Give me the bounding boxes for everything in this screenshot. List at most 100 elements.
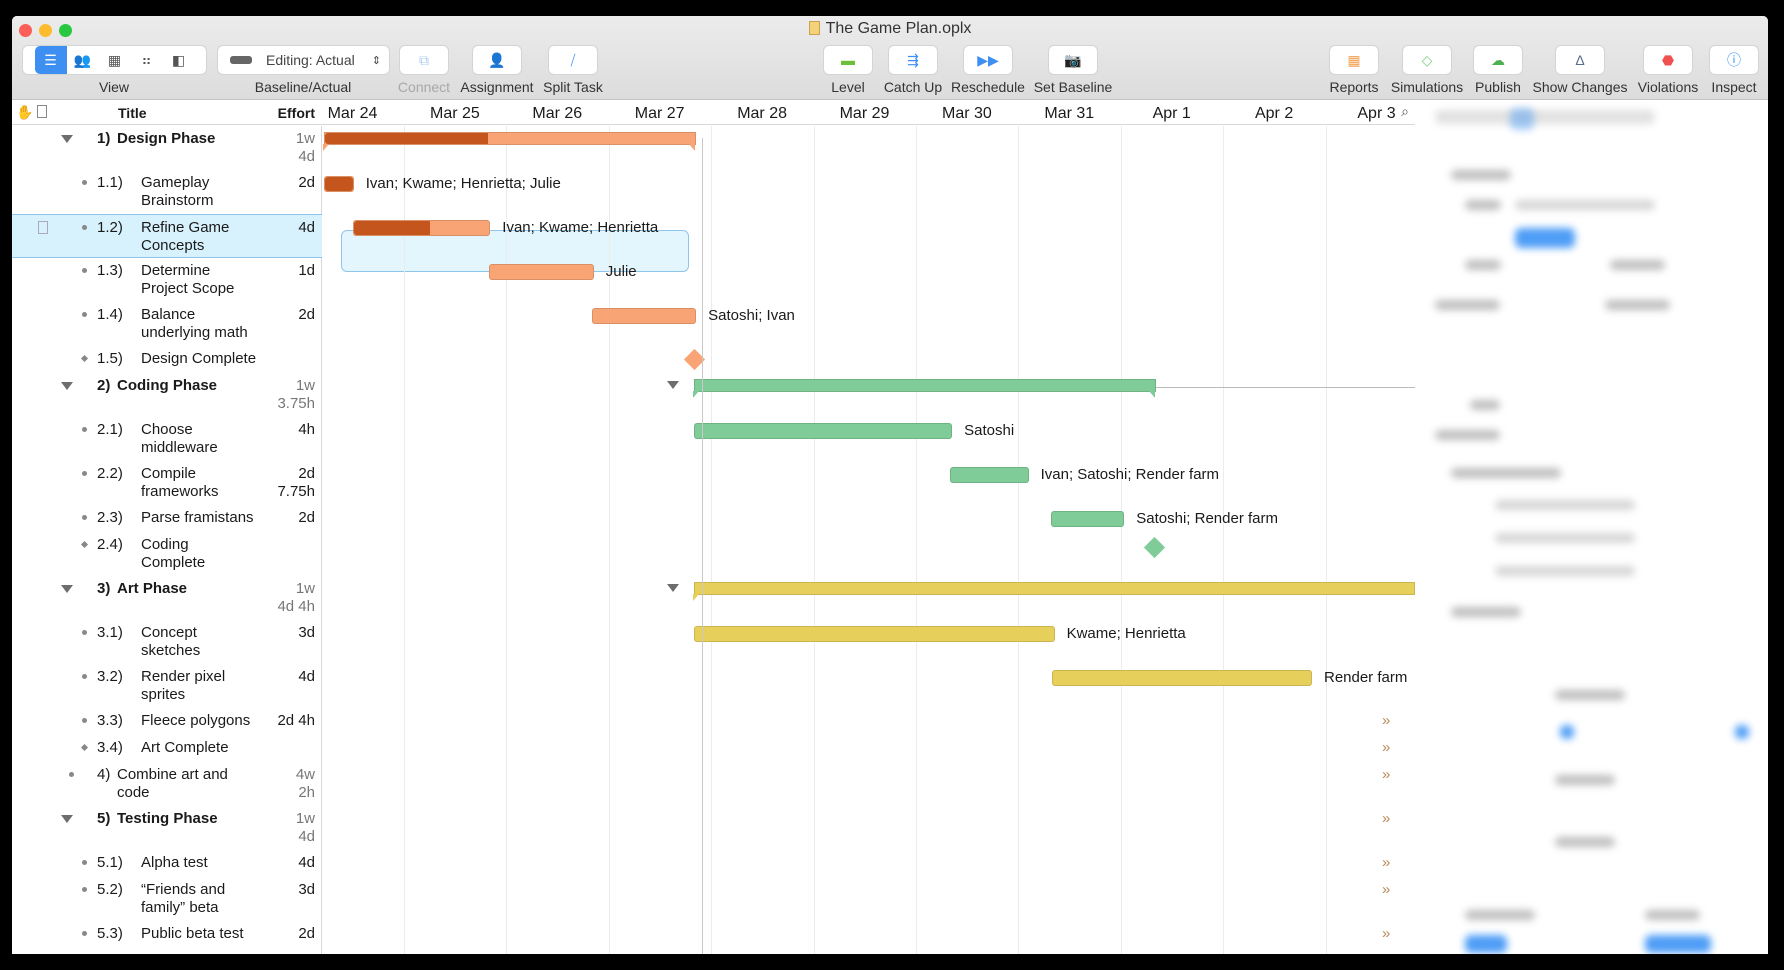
task-effort[interactable]: 1w 4d 4h xyxy=(277,580,315,615)
task-effort[interactable]: 2d xyxy=(298,925,315,942)
task-effort[interactable]: 2d xyxy=(298,174,315,191)
task-title[interactable]: “Friends and family” beta xyxy=(141,881,226,916)
reports-button[interactable]: ▦ xyxy=(1330,46,1378,74)
task-bar[interactable] xyxy=(352,220,491,236)
close-button[interactable] xyxy=(19,24,32,37)
task-title[interactable]: Concept sketches xyxy=(141,624,201,659)
split-task-button[interactable]: ⧸ xyxy=(549,46,597,74)
summary-bar[interactable] xyxy=(694,582,1415,595)
summary-bar[interactable] xyxy=(324,132,697,145)
task-title[interactable]: Design Phase xyxy=(117,130,216,147)
view-switcher[interactable]: ☰ 👥 ▦ ⠶ ◧ xyxy=(23,46,206,74)
task-row[interactable]: 2.1) Choose middleware 4h xyxy=(12,417,322,461)
milestone-diamond[interactable] xyxy=(1143,536,1165,559)
task-row[interactable]: 2.2) Compile frameworks 2d 7.75h xyxy=(12,461,322,505)
offscreen-indicator-icon[interactable]: » xyxy=(1382,810,1391,827)
assignment-button[interactable]: 👤 xyxy=(473,46,521,74)
disclosure-triangle-icon[interactable] xyxy=(61,135,73,143)
task-effort[interactable]: 2d xyxy=(298,306,315,323)
task-title[interactable]: Parse framistans xyxy=(141,509,254,526)
disclosure-triangle-icon[interactable] xyxy=(61,585,73,593)
publish-button[interactable]: ☁ xyxy=(1474,46,1522,74)
task-effort[interactable]: 2d 7.75h xyxy=(277,465,315,500)
task-row[interactable]: 2.4) Coding Complete xyxy=(12,532,322,576)
task-row[interactable]: 2.3) Parse framistans 2d xyxy=(12,505,322,532)
disclosure-triangle-icon[interactable] xyxy=(61,815,73,823)
task-bar[interactable] xyxy=(1052,670,1312,686)
task-row[interactable]: 5.1) Alpha test 4d xyxy=(12,850,322,877)
effort-column-header[interactable]: Effort xyxy=(277,105,315,121)
task-title[interactable]: Balance underlying math xyxy=(141,306,248,341)
offscreen-indicator-icon[interactable]: » xyxy=(1382,925,1391,942)
dashboard-view-icon[interactable]: ◧ xyxy=(171,51,186,68)
calendar-view-icon[interactable]: ▦ xyxy=(107,51,122,68)
task-effort[interactable]: 1w 4d xyxy=(295,130,315,165)
task-effort[interactable]: 4d xyxy=(298,668,315,685)
task-bar[interactable] xyxy=(950,467,1029,483)
reschedule-button[interactable]: ▶▶ xyxy=(964,46,1012,74)
title-column-header[interactable]: Title xyxy=(118,105,147,121)
task-title[interactable]: Choose middleware xyxy=(141,421,218,456)
set-baseline-button[interactable]: 📷 xyxy=(1049,46,1097,74)
minimize-button[interactable] xyxy=(39,24,52,37)
zoom-button[interactable] xyxy=(59,24,72,37)
task-row[interactable]: 1.5) Design Complete xyxy=(12,346,322,373)
task-row[interactable]: 3.1) Concept sketches 3d xyxy=(12,620,322,664)
task-row[interactable]: 2) Coding Phase 1w 3.75h xyxy=(12,373,322,417)
task-title[interactable]: Testing Phase xyxy=(117,810,218,827)
task-bar[interactable] xyxy=(694,423,953,439)
task-row[interactable]: 1.2) Refine Game Concepts 4d xyxy=(12,214,322,258)
task-row[interactable]: 3.3) Fleece polygons 2d 4h xyxy=(12,708,322,735)
task-title[interactable]: Design Complete xyxy=(141,350,257,367)
task-title[interactable]: Combine art and code xyxy=(117,766,228,801)
baseline-actual-popup[interactable]: Editing: Actual ⇕ xyxy=(218,46,389,74)
task-title[interactable]: Determine Project Scope xyxy=(141,262,235,297)
task-effort[interactable]: 1w 4d xyxy=(295,810,315,845)
task-bar[interactable] xyxy=(324,176,354,192)
task-effort[interactable]: 2d xyxy=(298,509,315,526)
task-effort[interactable]: 4h xyxy=(298,421,315,438)
task-title[interactable]: Art Phase xyxy=(117,580,188,597)
task-title[interactable]: Coding Phase xyxy=(117,377,218,394)
inspect-button[interactable]: ⓘ xyxy=(1710,46,1758,74)
catch-up-button[interactable]: ⇶ xyxy=(889,46,937,74)
task-bar[interactable] xyxy=(489,264,594,280)
resource-view-icon[interactable]: 👥 xyxy=(73,51,92,68)
task-title[interactable]: Render pixel sprites xyxy=(141,668,226,703)
task-row[interactable]: 1) Design Phase 1w 4d xyxy=(12,126,322,170)
disclosure-triangle-icon[interactable] xyxy=(61,382,73,390)
task-row[interactable]: 5.3) Public beta test 2d xyxy=(12,921,322,948)
collapse-triangle-icon[interactable] xyxy=(667,584,680,592)
task-effort[interactable]: 2d 4h xyxy=(277,712,315,729)
task-bar[interactable] xyxy=(591,308,697,324)
show-changes-button[interactable]: Δ xyxy=(1556,46,1604,74)
task-title[interactable]: Coding Complete xyxy=(141,536,206,571)
offscreen-indicator-icon[interactable]: » xyxy=(1382,739,1391,756)
task-row[interactable]: 1.3) Determine Project Scope 1d xyxy=(12,258,322,302)
task-title[interactable]: Refine Game Concepts xyxy=(141,219,230,254)
task-title[interactable]: Public beta test xyxy=(141,925,244,942)
task-title[interactable]: Compile frameworks xyxy=(141,465,219,500)
task-row[interactable]: 3.2) Render pixel sprites 4d xyxy=(12,664,322,708)
task-title[interactable]: Fleece polygons xyxy=(141,712,251,729)
connect-button[interactable]: ⧉ xyxy=(400,46,448,74)
task-effort[interactable]: 3d xyxy=(298,881,315,898)
task-effort[interactable]: 4w 2h xyxy=(295,766,315,801)
summary-bar[interactable] xyxy=(694,379,1156,392)
task-effort[interactable]: 3d xyxy=(298,624,315,641)
task-row[interactable]: 4) Combine art and code 4w 2h xyxy=(12,762,322,806)
task-row[interactable]: 3) Art Phase 1w 4d 4h xyxy=(12,576,322,620)
task-effort[interactable]: 1d xyxy=(298,262,315,279)
network-view-icon[interactable]: ⠶ xyxy=(141,51,152,68)
task-effort[interactable]: 1w 3.75h xyxy=(277,377,315,412)
gantt-view-icon[interactable]: ☰ xyxy=(34,46,67,74)
offscreen-indicator-icon[interactable]: » xyxy=(1382,712,1391,729)
task-title[interactable]: Alpha test xyxy=(141,854,208,871)
task-row[interactable]: 5) Testing Phase 1w 4d xyxy=(12,806,322,850)
zoom-icon[interactable]: ⌕ xyxy=(1401,103,1409,119)
offscreen-indicator-icon[interactable]: » xyxy=(1382,766,1391,783)
level-button[interactable]: ▬ xyxy=(824,46,872,74)
task-bar[interactable] xyxy=(1051,511,1125,527)
note-icon[interactable] xyxy=(38,221,48,234)
collapse-triangle-icon[interactable] xyxy=(667,381,680,389)
